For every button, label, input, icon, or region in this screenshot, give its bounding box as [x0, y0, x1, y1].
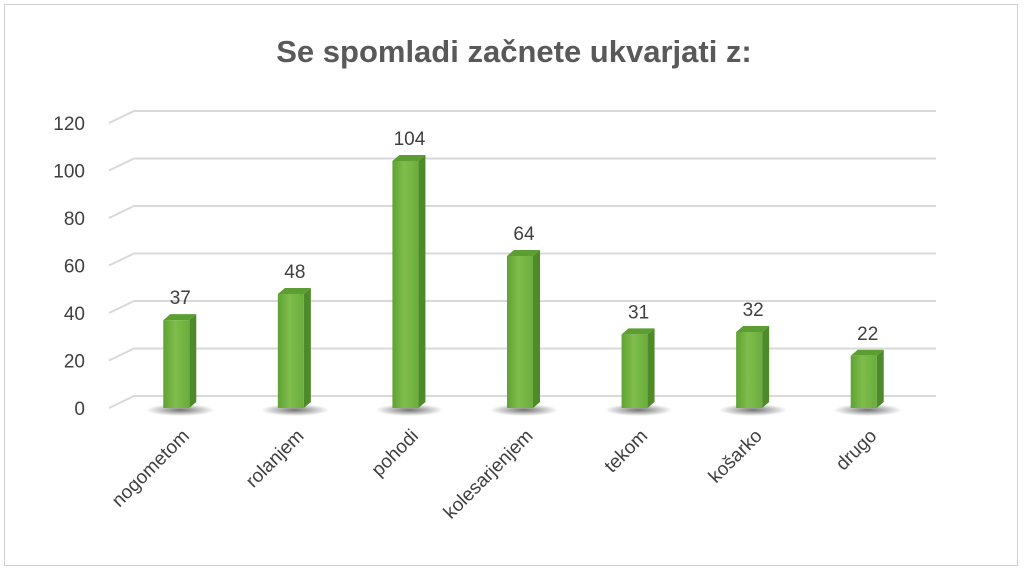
gridline	[108, 205, 936, 219]
y-axis-ticks: 0 20 40 60 80 100 120	[53, 114, 85, 420]
y-tick-label: 100	[53, 162, 85, 183]
x-category-label: košarko	[705, 426, 767, 488]
data-label: 31	[628, 302, 649, 323]
bar-top	[736, 326, 770, 332]
y-tick-label: 20	[64, 352, 85, 373]
gridline	[108, 252, 936, 267]
bar	[277, 294, 304, 408]
x-category-label: tekom	[601, 426, 652, 477]
y-tick-label: 40	[64, 304, 85, 325]
bar-side	[876, 349, 884, 408]
x-category-label: rolanjem	[242, 426, 308, 492]
bar-side	[303, 288, 311, 408]
data-labels: 37 48 104 64 31 32 22	[170, 129, 879, 345]
data-label: 37	[170, 288, 191, 309]
gridline	[108, 110, 936, 124]
x-category-label: pohodi	[368, 426, 423, 481]
bar-top	[392, 155, 426, 161]
bar-top	[850, 349, 884, 356]
x-category-label: drugo	[832, 426, 881, 475]
bar	[507, 256, 533, 408]
gridline	[108, 347, 936, 362]
bar-top	[277, 288, 311, 294]
chart-title: Se spomladi začnete ukvarjati z:	[276, 34, 752, 69]
chart-svg: Se spomladi začnete ukvarjati z: 0 20 40 60…	[53, 34, 936, 524]
gridlines	[108, 110, 936, 409]
data-label: 64	[513, 224, 535, 245]
bar	[163, 320, 190, 408]
bar-side	[533, 250, 540, 408]
y-tick-label: 120	[53, 114, 85, 135]
bars	[163, 155, 884, 408]
bar	[392, 161, 419, 408]
bar-side	[647, 328, 655, 408]
bar-top	[507, 250, 540, 256]
data-label: 22	[857, 324, 878, 345]
gridline	[108, 395, 936, 409]
data-label: 104	[394, 129, 426, 150]
bar-top	[621, 328, 655, 335]
bar	[621, 334, 648, 408]
bar-side	[418, 155, 426, 408]
gridline	[108, 300, 936, 314]
data-label: 32	[743, 300, 764, 321]
y-tick-label: 60	[64, 257, 85, 278]
bar-side	[189, 314, 197, 408]
x-category-label: nogometom	[108, 426, 194, 512]
data-label: 48	[284, 262, 305, 283]
y-tick-label: 0	[74, 399, 85, 420]
gridline	[108, 157, 936, 172]
bar-side	[762, 326, 770, 408]
x-axis-categories: nogometom rolanjem pohodi kolesarjenjem teko…	[108, 426, 881, 524]
bar	[850, 355, 877, 408]
bar	[736, 332, 763, 408]
chart-frame: Se spomladi začnete ukvarjati z: 0 20 40 60…	[4, 4, 1018, 566]
bar-top	[163, 314, 197, 321]
y-tick-label: 80	[64, 209, 85, 230]
x-category-label: kolesarjenjem	[440, 426, 538, 524]
